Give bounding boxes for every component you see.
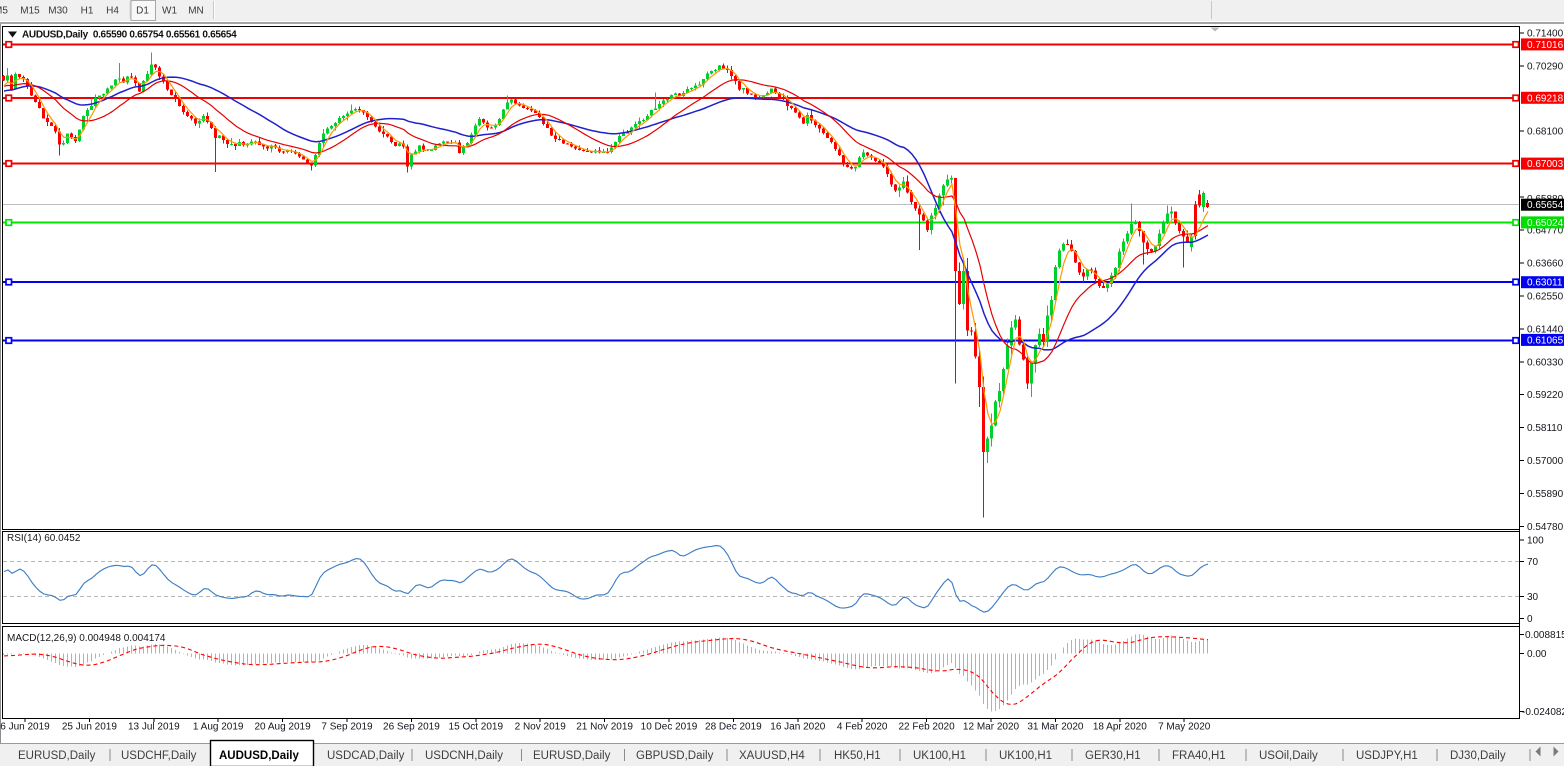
svg-text:XAUUSD,H4: XAUUSD,H4 [739, 750, 805, 762]
svg-text:13 Jul 2019: 13 Jul 2019 [128, 722, 180, 733]
svg-text:USDCAD,Daily: USDCAD,Daily [327, 750, 405, 762]
svg-text:M5: M5 [0, 6, 8, 17]
svg-text:0.63011: 0.63011 [1527, 278, 1563, 289]
svg-text:USDJPY,H1: USDJPY,H1 [1356, 750, 1418, 762]
svg-text:H4: H4 [106, 6, 119, 17]
svg-text:7 Sep 2019: 7 Sep 2019 [321, 722, 373, 733]
svg-text:0.67003: 0.67003 [1527, 159, 1564, 170]
svg-text:0.61065: 0.61065 [1527, 335, 1564, 346]
svg-text:M15: M15 [20, 6, 40, 17]
svg-text:0.70290: 0.70290 [1527, 62, 1564, 73]
svg-text:M30: M30 [48, 6, 68, 17]
svg-text:0.65654: 0.65654 [1527, 200, 1564, 211]
svg-text:HK50,H1: HK50,H1 [834, 750, 881, 762]
svg-text:0.65024: 0.65024 [1527, 218, 1564, 229]
svg-text:7 May 2020: 7 May 2020 [1158, 722, 1211, 733]
svg-text:25 Jun 2019: 25 Jun 2019 [62, 722, 117, 733]
svg-text:EURUSD,Daily: EURUSD,Daily [18, 750, 96, 762]
svg-text:0.008815: 0.008815 [1525, 630, 1564, 641]
svg-text:USOil,Daily: USOil,Daily [1259, 750, 1318, 762]
svg-text:0.54780: 0.54780 [1527, 522, 1564, 533]
svg-text:28 Dec 2019: 28 Dec 2019 [705, 722, 762, 733]
svg-text:10 Dec 2019: 10 Dec 2019 [641, 722, 698, 733]
svg-text:MACD(12,26,9) 0.004948 0.00417: MACD(12,26,9) 0.004948 0.004174 [7, 633, 166, 644]
svg-text:30: 30 [1527, 592, 1539, 603]
svg-text:18 Apr 2020: 18 Apr 2020 [1093, 722, 1147, 733]
svg-text:100: 100 [1527, 536, 1544, 547]
svg-text:USDCHF,Daily: USDCHF,Daily [121, 750, 197, 762]
svg-text:26 Sep 2019: 26 Sep 2019 [383, 722, 440, 733]
svg-text:1 Aug 2019: 1 Aug 2019 [193, 722, 244, 733]
svg-text:0.59220: 0.59220 [1527, 390, 1564, 401]
svg-text:H1: H1 [81, 6, 94, 17]
svg-text:0.62550: 0.62550 [1527, 291, 1564, 302]
svg-text:0.71400: 0.71400 [1527, 29, 1564, 40]
svg-text:AUDUSD,Daily: AUDUSD,Daily [219, 750, 299, 762]
svg-text:0.60330: 0.60330 [1527, 357, 1564, 368]
svg-text:0.61440: 0.61440 [1527, 324, 1564, 335]
svg-text:UK100,H1: UK100,H1 [999, 750, 1052, 762]
svg-text:GER30,H1: GER30,H1 [1085, 750, 1141, 762]
svg-text:USDCNH,Daily: USDCNH,Daily [425, 750, 503, 762]
svg-text:4 Feb 2020: 4 Feb 2020 [837, 722, 888, 733]
svg-text:6 Jun 2019: 6 Jun 2019 [0, 722, 50, 733]
svg-text:0.69218: 0.69218 [1527, 93, 1564, 104]
svg-text:16 Jan 2020: 16 Jan 2020 [770, 722, 825, 733]
svg-text:0.58110: 0.58110 [1527, 423, 1563, 434]
svg-text:D1: D1 [136, 6, 149, 17]
svg-text:20 Aug 2019: 20 Aug 2019 [255, 722, 312, 733]
svg-text:AUDUSD,Daily 0.65590 0.65754: AUDUSD,Daily 0.65590 0.65754 0.65561 0.6… [22, 30, 237, 41]
svg-text:22 Feb 2020: 22 Feb 2020 [899, 722, 956, 733]
svg-text:0.00: 0.00 [1527, 649, 1547, 660]
svg-text:MN: MN [188, 6, 204, 17]
svg-text:0.63660: 0.63660 [1527, 258, 1564, 269]
svg-text:70: 70 [1527, 557, 1539, 568]
svg-text:2 Nov 2019: 2 Nov 2019 [515, 722, 567, 733]
svg-text:0.55890: 0.55890 [1527, 489, 1564, 500]
svg-text:GBPUSD,Daily: GBPUSD,Daily [636, 750, 714, 762]
svg-text:0.68100: 0.68100 [1527, 127, 1564, 138]
svg-text:0.64770: 0.64770 [1527, 225, 1564, 236]
svg-text:EURUSD,Daily: EURUSD,Daily [533, 750, 611, 762]
svg-text:15 Oct 2019: 15 Oct 2019 [449, 722, 504, 733]
svg-text:21 Nov 2019: 21 Nov 2019 [576, 722, 633, 733]
svg-text:0: 0 [1527, 614, 1533, 625]
svg-text:12 Mar 2020: 12 Mar 2020 [963, 722, 1020, 733]
svg-text:FRA40,H1: FRA40,H1 [1172, 750, 1226, 762]
svg-text:UK100,H1: UK100,H1 [913, 750, 966, 762]
svg-text:RSI(14) 60.0452: RSI(14) 60.0452 [7, 533, 81, 544]
svg-text:DJ30,Daily: DJ30,Daily [1450, 750, 1506, 762]
svg-text:W1: W1 [162, 6, 177, 17]
svg-text:0.71016: 0.71016 [1527, 40, 1564, 51]
svg-text:0.57000: 0.57000 [1527, 456, 1564, 467]
svg-text:31 Mar 2020: 31 Mar 2020 [1027, 722, 1084, 733]
svg-text:-0.024082: -0.024082 [1522, 707, 1564, 718]
